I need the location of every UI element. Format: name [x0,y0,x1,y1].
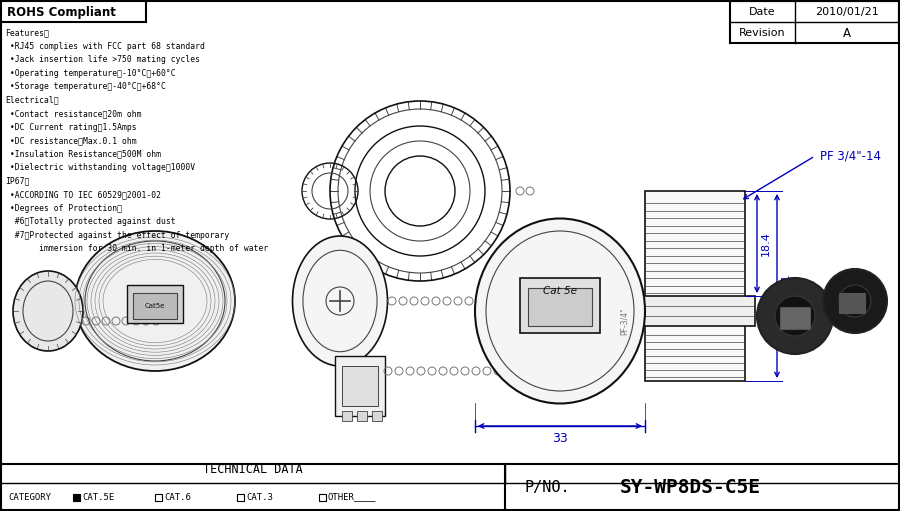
Bar [319,494,326,500]
Text: ROHS Compliant: ROHS Compliant [7,6,116,18]
Text: •Degrees of Protection：: •Degrees of Protection： [5,203,122,213]
Text: Date: Date [749,7,775,17]
Text: CAT.3: CAT.3 [246,493,273,501]
Bar [635,296,755,326]
Text: •Contact resistance：20m ohm: •Contact resistance：20m ohm [5,109,141,118]
Bar [839,293,865,313]
Text: •Storage temperature：-40°C～+68°C: •Storage temperature：-40°C～+68°C [5,82,166,91]
Text: PF-3/4": PF-3/4" [620,307,629,335]
Text: 18.4: 18.4 [761,231,771,256]
Text: SY-WP8DS-C5E: SY-WP8DS-C5E [620,477,761,497]
Text: P/NO.: P/NO. [525,479,571,495]
Circle shape [839,285,871,317]
Ellipse shape [13,271,83,351]
Text: •DC resistance：Max.0.1 ohm: •DC resistance：Max.0.1 ohm [5,136,137,145]
Bar [520,278,600,333]
Bar [342,411,352,421]
Text: •Jack insertion life >750 mating cycles: •Jack insertion life >750 mating cycles [5,55,200,64]
Text: #7：Protected against the effect of temporary: #7：Protected against the effect of tempo… [5,230,230,240]
Circle shape [775,296,815,336]
Text: 2010/01/21: 2010/01/21 [815,7,879,17]
Text: Revision: Revision [739,28,786,38]
Text: #6：Totally protected against dust: #6：Totally protected against dust [5,217,176,226]
Text: 30.1: 30.1 [781,274,791,298]
Text: Features：: Features： [5,28,49,37]
Text: Cat 5e: Cat 5e [543,286,577,296]
Bar [780,307,810,329]
Text: •Insulation Resistance：500M ohm: •Insulation Resistance：500M ohm [5,150,161,158]
Ellipse shape [75,231,235,371]
Text: immersion for 30 min. in 1-meter depth of water: immersion for 30 min. in 1-meter depth o… [5,244,268,253]
Text: PF 3/4"-14: PF 3/4"-14 [820,150,881,162]
Ellipse shape [292,236,388,366]
Ellipse shape [475,219,645,404]
Text: 33: 33 [552,431,568,445]
Bar [730,1,899,43]
Text: CAT.6: CAT.6 [164,493,191,501]
Text: CATEGORY: CATEGORY [8,493,51,501]
Text: •RJ45 complies with FCC part 68 standard: •RJ45 complies with FCC part 68 standard [5,41,205,51]
Bar [342,366,378,406]
Text: IP67：: IP67： [5,176,30,185]
Text: A: A [843,27,851,39]
Circle shape [823,269,887,333]
Bar [155,494,162,500]
Bar [1,1,146,22]
Text: •Dielectric withstanding voltage：1000V: •Dielectric withstanding voltage：1000V [5,163,195,172]
Bar [133,293,177,319]
Bar [372,411,382,421]
Bar [237,494,244,500]
Text: •Operating temperature：-10°C～+60°C: •Operating temperature：-10°C～+60°C [5,68,176,78]
Bar [335,356,385,416]
Bar [127,285,183,323]
Bar [645,191,745,381]
Text: TECHNICAL DATA: TECHNICAL DATA [203,462,303,476]
Bar [73,494,80,500]
Circle shape [757,278,833,354]
Text: •ACCORDING TO IEC 60529：2001-02: •ACCORDING TO IEC 60529：2001-02 [5,190,161,199]
Text: CAT.5E: CAT.5E [82,493,114,501]
Text: Electrical：: Electrical： [5,96,58,105]
Bar [528,288,592,326]
Text: Cat5e: Cat5e [145,303,166,309]
Text: •DC Current rating：1.5Amps: •DC Current rating：1.5Amps [5,123,137,131]
Text: OTHER____: OTHER____ [328,493,376,501]
Bar [357,411,367,421]
